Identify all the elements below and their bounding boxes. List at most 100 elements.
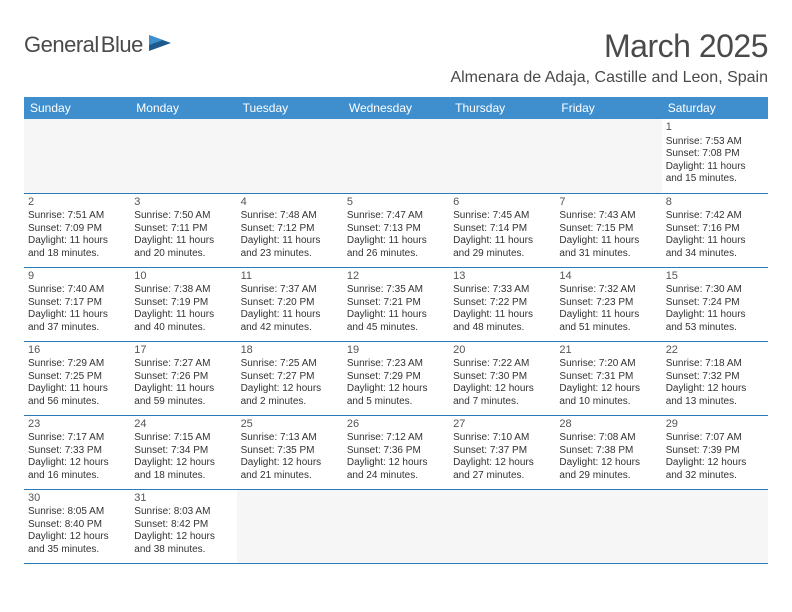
sunrise-line: Sunrise: 7:27 AM (134, 358, 232, 371)
sunrise-line: Sunrise: 7:37 AM (241, 284, 339, 297)
calendar-day: 12Sunrise: 7:35 AMSunset: 7:21 PMDayligh… (343, 267, 449, 341)
logo-text-general: General (24, 32, 99, 58)
sunrise-line: Sunrise: 7:20 AM (559, 358, 657, 371)
day-number: 15 (666, 270, 764, 284)
calendar-day-empty (662, 489, 768, 563)
calendar-day-empty (343, 489, 449, 563)
calendar-day: 30Sunrise: 8:05 AMSunset: 8:40 PMDayligh… (24, 489, 130, 563)
calendar-day-empty (555, 119, 661, 193)
calendar-day: 24Sunrise: 7:15 AMSunset: 7:34 PMDayligh… (130, 415, 236, 489)
calendar-day: 10Sunrise: 7:38 AMSunset: 7:19 PMDayligh… (130, 267, 236, 341)
sunrise-line: Sunrise: 7:29 AM (28, 358, 126, 371)
sunset-line: Sunset: 7:38 PM (559, 445, 657, 458)
day-number: 23 (28, 418, 126, 432)
calendar-day: 11Sunrise: 7:37 AMSunset: 7:20 PMDayligh… (237, 267, 343, 341)
sunrise-line: Sunrise: 7:33 AM (453, 284, 551, 297)
calendar-week: 16Sunrise: 7:29 AMSunset: 7:25 PMDayligh… (24, 341, 768, 415)
day-number: 8 (666, 196, 764, 210)
calendar-day: 21Sunrise: 7:20 AMSunset: 7:31 PMDayligh… (555, 341, 661, 415)
sunset-line: Sunset: 7:27 PM (241, 371, 339, 384)
day-number: 7 (559, 196, 657, 210)
calendar-day: 9Sunrise: 7:40 AMSunset: 7:17 PMDaylight… (24, 267, 130, 341)
calendar-day: 20Sunrise: 7:22 AMSunset: 7:30 PMDayligh… (449, 341, 555, 415)
sunset-line: Sunset: 7:29 PM (347, 371, 445, 384)
daylight-line: Daylight: 11 hours and 23 minutes. (241, 235, 339, 260)
daylight-line: Daylight: 11 hours and 59 minutes. (134, 383, 232, 408)
logo: GeneralBlue (24, 28, 173, 58)
sunrise-line: Sunrise: 7:07 AM (666, 432, 764, 445)
sunset-line: Sunset: 8:42 PM (134, 519, 232, 532)
day-header-row: SundayMondayTuesdayWednesdayThursdayFrid… (24, 97, 768, 119)
title-block: March 2025 Almenara de Adaja, Castille a… (450, 28, 768, 87)
calendar-day-empty (449, 119, 555, 193)
calendar-week: 9Sunrise: 7:40 AMSunset: 7:17 PMDaylight… (24, 267, 768, 341)
calendar-day: 15Sunrise: 7:30 AMSunset: 7:24 PMDayligh… (662, 267, 768, 341)
daylight-line: Daylight: 12 hours and 7 minutes. (453, 383, 551, 408)
daylight-line: Daylight: 11 hours and 51 minutes. (559, 309, 657, 334)
daylight-line: Daylight: 12 hours and 35 minutes. (28, 531, 126, 556)
day-number: 30 (28, 492, 126, 506)
day-number: 29 (666, 418, 764, 432)
day-header: Monday (130, 97, 236, 119)
calendar-table: SundayMondayTuesdayWednesdayThursdayFrid… (24, 97, 768, 564)
calendar-day-empty (130, 119, 236, 193)
calendar-day-empty (24, 119, 130, 193)
sunrise-line: Sunrise: 7:50 AM (134, 210, 232, 223)
calendar-day-empty (449, 489, 555, 563)
calendar-day: 1Sunrise: 7:53 AMSunset: 7:08 PMDaylight… (662, 119, 768, 193)
sunrise-line: Sunrise: 7:22 AM (453, 358, 551, 371)
daylight-line: Daylight: 11 hours and 53 minutes. (666, 309, 764, 334)
calendar-day: 3Sunrise: 7:50 AMSunset: 7:11 PMDaylight… (130, 193, 236, 267)
calendar-day: 13Sunrise: 7:33 AMSunset: 7:22 PMDayligh… (449, 267, 555, 341)
sunrise-line: Sunrise: 7:53 AM (666, 136, 764, 149)
day-number: 19 (347, 344, 445, 358)
day-number: 21 (559, 344, 657, 358)
daylight-line: Daylight: 12 hours and 18 minutes. (134, 457, 232, 482)
calendar-day-empty (343, 119, 449, 193)
sunset-line: Sunset: 7:36 PM (347, 445, 445, 458)
calendar-day: 4Sunrise: 7:48 AMSunset: 7:12 PMDaylight… (237, 193, 343, 267)
sunset-line: Sunset: 7:20 PM (241, 297, 339, 310)
calendar-week: 23Sunrise: 7:17 AMSunset: 7:33 PMDayligh… (24, 415, 768, 489)
day-header: Tuesday (237, 97, 343, 119)
calendar-day-empty (237, 119, 343, 193)
day-header: Thursday (449, 97, 555, 119)
sunset-line: Sunset: 7:16 PM (666, 223, 764, 236)
daylight-line: Daylight: 11 hours and 26 minutes. (347, 235, 445, 260)
daylight-line: Daylight: 12 hours and 16 minutes. (28, 457, 126, 482)
day-header: Sunday (24, 97, 130, 119)
sunset-line: Sunset: 7:09 PM (28, 223, 126, 236)
daylight-line: Daylight: 11 hours and 42 minutes. (241, 309, 339, 334)
calendar-day: 27Sunrise: 7:10 AMSunset: 7:37 PMDayligh… (449, 415, 555, 489)
sunrise-line: Sunrise: 7:45 AM (453, 210, 551, 223)
day-number: 6 (453, 196, 551, 210)
day-number: 1 (666, 121, 764, 135)
daylight-line: Daylight: 11 hours and 48 minutes. (453, 309, 551, 334)
sunset-line: Sunset: 7:26 PM (134, 371, 232, 384)
sunrise-line: Sunrise: 7:18 AM (666, 358, 764, 371)
sunset-line: Sunset: 7:13 PM (347, 223, 445, 236)
sunrise-line: Sunrise: 7:42 AM (666, 210, 764, 223)
day-number: 17 (134, 344, 232, 358)
sunset-line: Sunset: 7:14 PM (453, 223, 551, 236)
calendar-day: 31Sunrise: 8:03 AMSunset: 8:42 PMDayligh… (130, 489, 236, 563)
daylight-line: Daylight: 12 hours and 29 minutes. (559, 457, 657, 482)
sunrise-line: Sunrise: 7:48 AM (241, 210, 339, 223)
sunrise-line: Sunrise: 7:12 AM (347, 432, 445, 445)
sunset-line: Sunset: 7:15 PM (559, 223, 657, 236)
day-number: 13 (453, 270, 551, 284)
sunset-line: Sunset: 8:40 PM (28, 519, 126, 532)
sunset-line: Sunset: 7:21 PM (347, 297, 445, 310)
daylight-line: Daylight: 12 hours and 21 minutes. (241, 457, 339, 482)
calendar-day-empty (237, 489, 343, 563)
calendar-day: 26Sunrise: 7:12 AMSunset: 7:36 PMDayligh… (343, 415, 449, 489)
day-header: Wednesday (343, 97, 449, 119)
daylight-line: Daylight: 11 hours and 31 minutes. (559, 235, 657, 260)
sunset-line: Sunset: 7:24 PM (666, 297, 764, 310)
sunrise-line: Sunrise: 7:32 AM (559, 284, 657, 297)
daylight-line: Daylight: 11 hours and 20 minutes. (134, 235, 232, 260)
sunset-line: Sunset: 7:37 PM (453, 445, 551, 458)
sunrise-line: Sunrise: 7:13 AM (241, 432, 339, 445)
day-number: 10 (134, 270, 232, 284)
daylight-line: Daylight: 12 hours and 32 minutes. (666, 457, 764, 482)
